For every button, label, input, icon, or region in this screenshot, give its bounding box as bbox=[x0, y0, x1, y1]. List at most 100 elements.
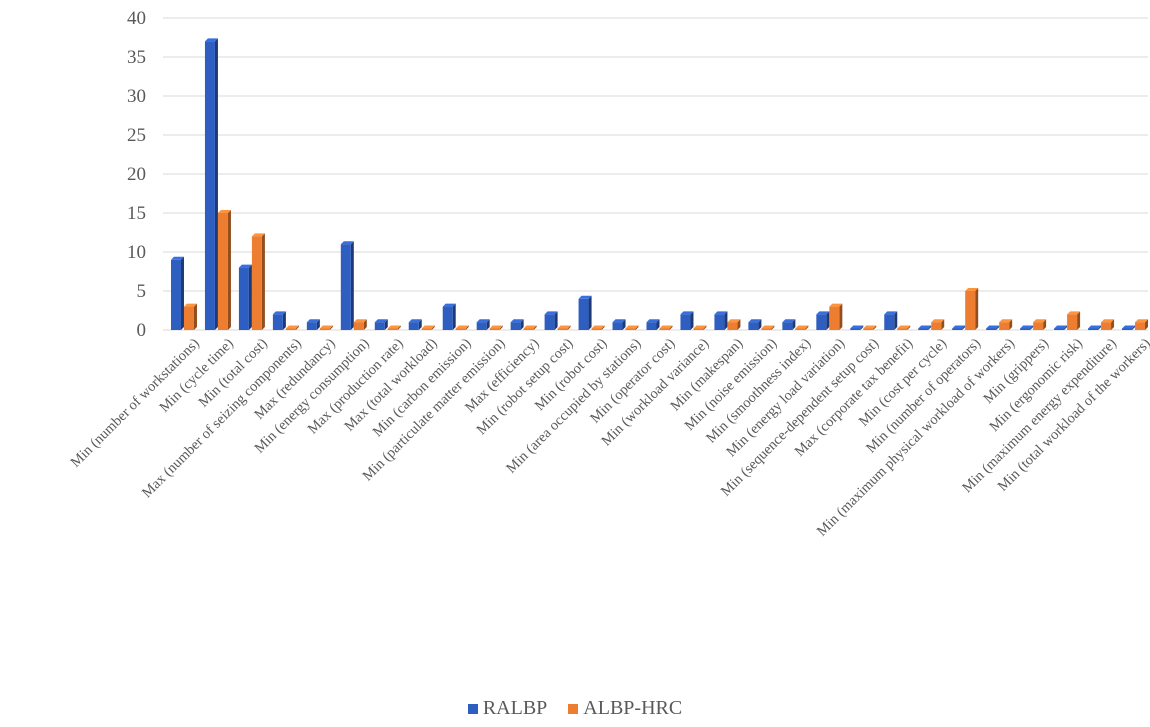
bar-ralbp bbox=[782, 319, 796, 330]
bar-front-face bbox=[591, 328, 602, 330]
bar-albp-hrc bbox=[931, 319, 945, 330]
bar-ralbp bbox=[442, 303, 456, 330]
bar-top-face bbox=[1101, 319, 1115, 323]
bar-top-face bbox=[612, 319, 626, 323]
bar-side-face bbox=[1111, 319, 1115, 330]
bar-albp-hrc bbox=[897, 325, 911, 330]
legend: RALBP ALBP-HRC bbox=[0, 697, 1150, 720]
bar-albp-hrc bbox=[591, 325, 605, 330]
bar-ralbp bbox=[646, 319, 660, 330]
bar-ralbp bbox=[850, 325, 864, 330]
bar-albp-hrc bbox=[387, 325, 401, 330]
bar-front-face bbox=[183, 306, 194, 330]
bar-ralbp bbox=[306, 319, 320, 330]
bar-side-face bbox=[962, 325, 966, 330]
bar-albp-hrc bbox=[489, 325, 503, 330]
bar-front-face bbox=[1067, 314, 1078, 330]
bar-albp-hrc bbox=[965, 288, 979, 330]
bar-side-face bbox=[316, 319, 320, 330]
bar-front-face bbox=[1033, 322, 1044, 330]
bar-ralbp bbox=[918, 325, 932, 330]
bar-side-face bbox=[792, 319, 796, 330]
bar-albp-hrc bbox=[1033, 319, 1047, 330]
bar-front-face bbox=[884, 314, 895, 330]
bar-front-face bbox=[1135, 322, 1146, 330]
bar-top-face bbox=[625, 325, 639, 329]
bar-front-face bbox=[1054, 328, 1065, 330]
bar-albp-hrc bbox=[829, 303, 843, 330]
bar-front-face bbox=[748, 322, 759, 330]
bar-side-face bbox=[737, 319, 741, 330]
bar-front-face bbox=[612, 322, 623, 330]
bar-side-face bbox=[533, 325, 537, 330]
bar-top-face bbox=[748, 319, 762, 323]
bar-top-face bbox=[952, 325, 966, 329]
bar-top-face bbox=[1067, 311, 1081, 315]
bar-ralbp bbox=[170, 256, 184, 330]
bar-top-face bbox=[523, 325, 537, 329]
bar-side-face bbox=[805, 325, 809, 330]
bar-top-face bbox=[999, 319, 1013, 323]
bar-top-face bbox=[557, 325, 571, 329]
bar-front-face bbox=[659, 328, 670, 330]
bar-side-face bbox=[227, 210, 231, 330]
bar-ralbp bbox=[374, 319, 388, 330]
y-tick-label: 0 bbox=[137, 320, 147, 341]
bar-side-face bbox=[329, 325, 333, 330]
bar-top-face bbox=[1020, 325, 1034, 329]
bar-front-face bbox=[1122, 328, 1133, 330]
bar-top-face bbox=[578, 295, 592, 299]
bar-top-face bbox=[850, 325, 864, 329]
bar-top-face bbox=[884, 311, 898, 315]
bar-top-face bbox=[238, 264, 252, 268]
bar-albp-hrc bbox=[557, 325, 571, 330]
legend-swatch-ralbp bbox=[467, 704, 478, 714]
bar-front-face bbox=[272, 314, 283, 330]
bar-side-face bbox=[703, 325, 707, 330]
bar-side-face bbox=[635, 325, 639, 330]
y-tick-label: 10 bbox=[127, 242, 146, 263]
bar-side-face bbox=[180, 256, 184, 330]
bar-top-face bbox=[1135, 319, 1149, 323]
bar-top-face bbox=[918, 325, 932, 329]
bar-top-face bbox=[714, 311, 728, 315]
bar-side-face bbox=[826, 311, 830, 330]
bar-side-face bbox=[554, 311, 558, 330]
bar-front-face bbox=[829, 306, 840, 330]
bar-top-face bbox=[544, 311, 558, 315]
bar-top-face bbox=[795, 325, 809, 329]
bar-side-face bbox=[873, 325, 877, 330]
bar-side-face bbox=[1064, 325, 1068, 330]
bar-front-face bbox=[1020, 328, 1031, 330]
bar-albp-hrc bbox=[1135, 319, 1149, 330]
bar-side-face bbox=[758, 319, 762, 330]
bar-side-face bbox=[465, 325, 469, 330]
bar-ralbp bbox=[952, 325, 966, 330]
bar-side-face bbox=[1098, 325, 1102, 330]
bar-side-face bbox=[282, 311, 286, 330]
bar-top-face bbox=[455, 325, 469, 329]
bar-front-face bbox=[782, 322, 793, 330]
bar-ralbp bbox=[1088, 325, 1102, 330]
bar-top-face bbox=[285, 325, 299, 329]
bar-side-face bbox=[941, 319, 945, 330]
bar-ralbp bbox=[748, 319, 762, 330]
bar-top-face bbox=[761, 325, 775, 329]
bar-side-face bbox=[397, 325, 401, 330]
bar-side-face bbox=[384, 319, 388, 330]
bar-albp-hrc bbox=[421, 325, 435, 330]
bar-front-face bbox=[965, 291, 976, 330]
bar-ralbp bbox=[476, 319, 490, 330]
bar-front-face bbox=[918, 328, 929, 330]
bar-top-face bbox=[353, 319, 367, 323]
bar-front-face bbox=[1101, 322, 1112, 330]
bar-front-face bbox=[680, 314, 691, 330]
bar-side-face bbox=[928, 325, 932, 330]
bar-top-face bbox=[306, 319, 320, 323]
y-tick-label: 5 bbox=[137, 281, 147, 302]
bar-side-face bbox=[452, 303, 456, 330]
bar-side-face bbox=[193, 303, 197, 330]
bar-top-face bbox=[646, 319, 660, 323]
bar-albp-hrc bbox=[455, 325, 469, 330]
bar-front-face bbox=[952, 328, 963, 330]
